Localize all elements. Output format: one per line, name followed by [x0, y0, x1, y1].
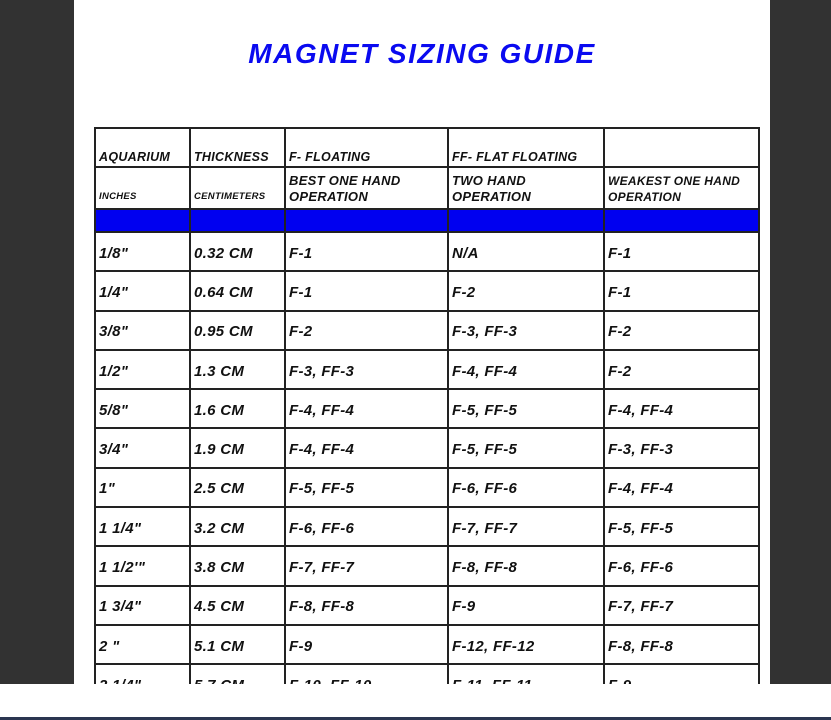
table-cell: 4.5 CM: [189, 584, 286, 626]
sizing-table: AQUARIUM THICKNESS F- FLOATING FF- FLAT …: [94, 127, 760, 684]
accent-cell: [447, 208, 605, 233]
table-cell: 1 1/4": [94, 506, 191, 548]
table-cell: F-10, FF-10: [284, 663, 449, 684]
table-cell: F-5, FF-5: [447, 388, 605, 430]
table-cell: 0.32 CM: [189, 230, 286, 273]
table-cell: F-1: [603, 270, 760, 312]
table-cell: F-3, FF-3: [603, 427, 760, 469]
table-cell: F-6, FF-6: [284, 506, 449, 548]
table-cell: F-1: [603, 230, 760, 273]
accent-cell: [189, 208, 286, 233]
table-cell: F-5, FF-5: [284, 466, 449, 509]
table-cell: 3.8 CM: [189, 545, 286, 587]
table-cell: F-6, FF-6: [447, 466, 605, 509]
table-cell: F-7, FF-7: [284, 545, 449, 587]
table-cell: F-5, FF-5: [603, 506, 760, 548]
document-viewer: MAGNET SIZING GUIDE AQUARIUM THICKNESS F…: [0, 0, 831, 684]
table-cell: 1/2": [94, 348, 191, 391]
table-cell: F-4, FF-4: [447, 348, 605, 391]
table-row: 2 1/4"5.7 CMF-10, FF-10F-11, FF-11F-9: [94, 663, 760, 684]
table-cell: 2 1/4": [94, 663, 191, 684]
table-cell: F-6, FF-6: [603, 545, 760, 587]
header-cell: [603, 127, 760, 168]
table-cell: F-8, FF-8: [284, 584, 449, 626]
table-row: 1/8" 0.32 CM F-1 N/A F-1: [94, 230, 760, 273]
table-cell: F-4, FF-4: [284, 427, 449, 469]
table-row: 5/8" 1.6 CM F-4, FF-4 F-5, FF-5 F-4, FF-4: [94, 388, 760, 430]
table-cell: F-5, FF-5: [447, 427, 605, 469]
table-cell: 5.7 CM: [189, 663, 286, 684]
table-cell: F-2: [284, 309, 449, 351]
table-cell: 2 ": [94, 623, 191, 666]
accent-divider-row: [94, 208, 760, 233]
bottom-divider: [0, 717, 831, 720]
accent-cell: [94, 208, 191, 233]
table-cell: N/A: [447, 230, 605, 273]
table-cell: 1/4": [94, 270, 191, 312]
header-cell: INCHES: [94, 166, 191, 210]
table-cell: 0.95 CM: [189, 309, 286, 351]
accent-cell: [284, 208, 449, 233]
table-cell: 1.9 CM: [189, 427, 286, 469]
table-cell: F-2: [603, 309, 760, 351]
table-cell: 0.64 CM: [189, 270, 286, 312]
header-cell: AQUARIUM: [94, 127, 191, 168]
table-cell: 5.1 CM: [189, 623, 286, 666]
table-cell: 1.6 CM: [189, 388, 286, 430]
table-cell: F-9: [284, 623, 449, 666]
table-cell: F-11, FF-11: [447, 663, 605, 684]
table-cell: F-4, FF-4: [284, 388, 449, 430]
table-cell: F-7, FF-7: [447, 506, 605, 548]
table-cell: F-12, FF-12: [447, 623, 605, 666]
table-row: 1" 2.5 CM F-5, FF-5 F-6, FF-6 F-4, FF-4: [94, 466, 760, 509]
subheader-row: INCHES CENTIMETERS BEST ONE HAND OPERATI…: [94, 166, 760, 210]
header-cell: FF- FLAT FLOATING: [447, 127, 605, 168]
header-cell: F- FLOATING: [284, 127, 449, 168]
table-row: 1/2" 1.3 CM F-3, FF-3 F-4, FF-4 F-2: [94, 348, 760, 391]
table-cell: F-9: [447, 584, 605, 626]
header-cell: THICKNESS: [189, 127, 286, 168]
table-row: 1 3/4" 4.5 CM F-8, FF-8 F-9 F-7, FF-7: [94, 584, 760, 626]
header-cell: BEST ONE HAND OPERATION: [284, 166, 449, 210]
table-cell: 1 3/4": [94, 584, 191, 626]
table-cell: 3/8": [94, 309, 191, 351]
table-cell: F-2: [447, 270, 605, 312]
table-row: 1/4" 0.64 CM F-1 F-2 F-1: [94, 270, 760, 312]
table-cell: 5/8": [94, 388, 191, 430]
table-cell: 1/8": [94, 230, 191, 273]
table-cell: 3.2 CM: [189, 506, 286, 548]
table-row: 1 1/4" 3.2 CM F-6, FF-6 F-7, FF-7 F-5, FF-5: [94, 506, 760, 548]
table-row: 1 1/2'" 3.8 CM F-7, FF-7 F-8, FF-8 F-6, FF-6: [94, 545, 760, 587]
table-cell: F-2: [603, 348, 760, 391]
table-cell: 1": [94, 466, 191, 509]
table-cell: F-9: [603, 663, 760, 684]
table-cell: F-8, FF-8: [447, 545, 605, 587]
header-cell: WEAKEST ONE HAND OPERATION: [603, 166, 760, 210]
table-cell: F-4, FF-4: [603, 388, 760, 430]
header-row: AQUARIUM THICKNESS F- FLOATING FF- FLAT …: [94, 127, 760, 168]
bottom-bar: [0, 684, 831, 717]
page-title: MAGNET SIZING GUIDE: [248, 38, 596, 69]
header-cell: CENTIMETERS: [189, 166, 286, 210]
table-row: 3/4" 1.9 CM F-4, FF-4 F-5, FF-5 F-3, FF-3: [94, 427, 760, 469]
table-row: 3/8" 0.95 CM F-2 F-3, FF-3 F-2: [94, 309, 760, 351]
header-cell: TWO HAND OPERATION: [447, 166, 605, 210]
table-cell: 1.3 CM: [189, 348, 286, 391]
table-cell: 1 1/2'": [94, 545, 191, 587]
table-cell: 3/4": [94, 427, 191, 469]
table-cell: F-1: [284, 270, 449, 312]
accent-cell: [603, 208, 760, 233]
table-cell: F-1: [284, 230, 449, 273]
document-page: MAGNET SIZING GUIDE AQUARIUM THICKNESS F…: [74, 0, 770, 684]
table-cell: F-7, FF-7: [603, 584, 760, 626]
table-cell: F-8, FF-8: [603, 623, 760, 666]
table-cell: 2.5 CM: [189, 466, 286, 509]
table-cell: F-3, FF-3: [447, 309, 605, 351]
table-row: 2 " 5.1 CM F-9 F-12, FF-12 F-8, FF-8: [94, 623, 760, 666]
table-cell: F-4, FF-4: [603, 466, 760, 509]
table-cell: F-3, FF-3: [284, 348, 449, 391]
